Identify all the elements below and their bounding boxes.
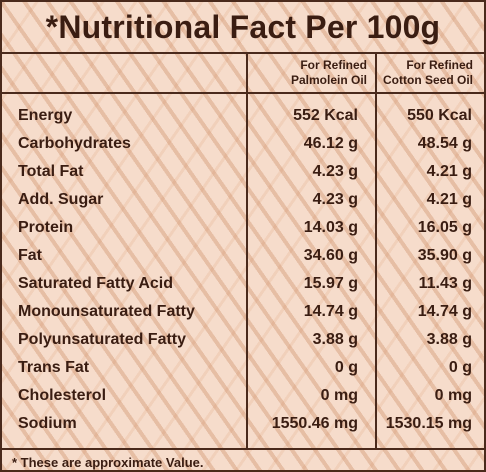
palmolein-value: 14.03 g [303, 219, 358, 236]
cottonseed-value: 1530.15 mg [385, 415, 472, 432]
nutrient-label: Polyunsaturated Fatty [18, 331, 187, 348]
table-row: Add. Sugar 4.23 g 4.21 g [2, 186, 484, 214]
nutrient-label: Monounsaturated Fatty [18, 303, 195, 320]
palmolein-value: 1550.46 mg [271, 415, 358, 432]
cottonseed-value: 35.90 g [417, 247, 472, 264]
nutrient-label: Add. Sugar [18, 191, 104, 208]
palmolein-value: 46.12 g [303, 135, 358, 152]
table-row: Cholesterol 0 mg 0 mg [2, 382, 484, 410]
nutrient-label: Saturated Fatty Acid [18, 275, 173, 292]
table-row: Saturated Fatty Acid 15.97 g 11.43 g [2, 270, 484, 298]
cottonseed-value: 48.54 g [417, 135, 472, 152]
column-divider-2 [375, 54, 377, 450]
cottonseed-value: 550 Kcal [407, 107, 472, 124]
nutrition-title: *Nutritional Fact Per 100g [2, 2, 484, 54]
footer-divider [2, 448, 484, 450]
column-header-line2: Palmolein Oil [290, 73, 367, 87]
table-row: Monounsaturated Fatty 14.74 g 14.74 g [2, 298, 484, 326]
nutrient-label: Energy [18, 107, 73, 124]
footnote: * These are approximate Value. [12, 455, 204, 470]
palmolein-value: 0 mg [320, 387, 358, 404]
cottonseed-value: 11.43 g [418, 275, 472, 292]
palmolein-value: 4.23 g [312, 163, 358, 180]
cottonseed-value: 0 g [448, 359, 472, 376]
nutrient-label: Protein [18, 219, 74, 236]
cottonseed-value: 4.21 g [426, 163, 472, 180]
table-row: Fat 34.60 g 35.90 g [2, 242, 484, 270]
header-divider [2, 92, 484, 94]
table-row: Trans Fat 0 g 0 g [2, 354, 484, 382]
cottonseed-value: 16.05 g [417, 219, 472, 236]
table-row: Energy 552 Kcal 550 Kcal [2, 102, 484, 130]
palmolein-value: 14.74 g [303, 303, 358, 320]
table-row: Polyunsaturated Fatty 3.88 g 3.88 g [2, 326, 484, 354]
palmolein-value: 4.23 g [312, 191, 358, 208]
column-divider-1 [246, 54, 248, 450]
column-header-palmolein: For Refined Palmolein Oil [250, 58, 367, 90]
table-row: Sodium 1550.46 mg 1530.15 mg [2, 410, 484, 438]
palmolein-value: 0 g [334, 359, 358, 376]
palmolein-value: 15.97 g [303, 275, 358, 292]
nutrient-label: Trans Fat [18, 359, 90, 376]
column-header-line1: For Refined [406, 58, 473, 72]
table-row: Total Fat 4.23 g 4.21 g [2, 158, 484, 186]
nutrient-label: Fat [18, 247, 42, 264]
nutrient-label: Cholesterol [18, 387, 107, 404]
nutrient-label: Carbohydrates [18, 135, 131, 152]
cottonseed-value: 3.88 g [426, 331, 472, 348]
column-header-line1: For Refined [300, 58, 367, 72]
palmolein-value: 3.88 g [312, 331, 358, 348]
table-row: Carbohydrates 46.12 g 48.54 g [2, 130, 484, 158]
column-header-line2: Cotton Seed Oil [383, 73, 473, 87]
nutrient-label: Sodium [18, 415, 77, 432]
table-row: Protein 14.03 g 16.05 g [2, 214, 484, 242]
column-header-cottonseed: For Refined Cotton Seed Oil [379, 58, 473, 90]
palmolein-value: 34.60 g [303, 247, 358, 264]
nutrient-label: Total Fat [18, 163, 84, 180]
cottonseed-value: 0 mg [434, 387, 472, 404]
cottonseed-value: 14.74 g [417, 303, 472, 320]
palmolein-value: 552 Kcal [293, 107, 358, 124]
cottonseed-value: 4.21 g [426, 191, 472, 208]
